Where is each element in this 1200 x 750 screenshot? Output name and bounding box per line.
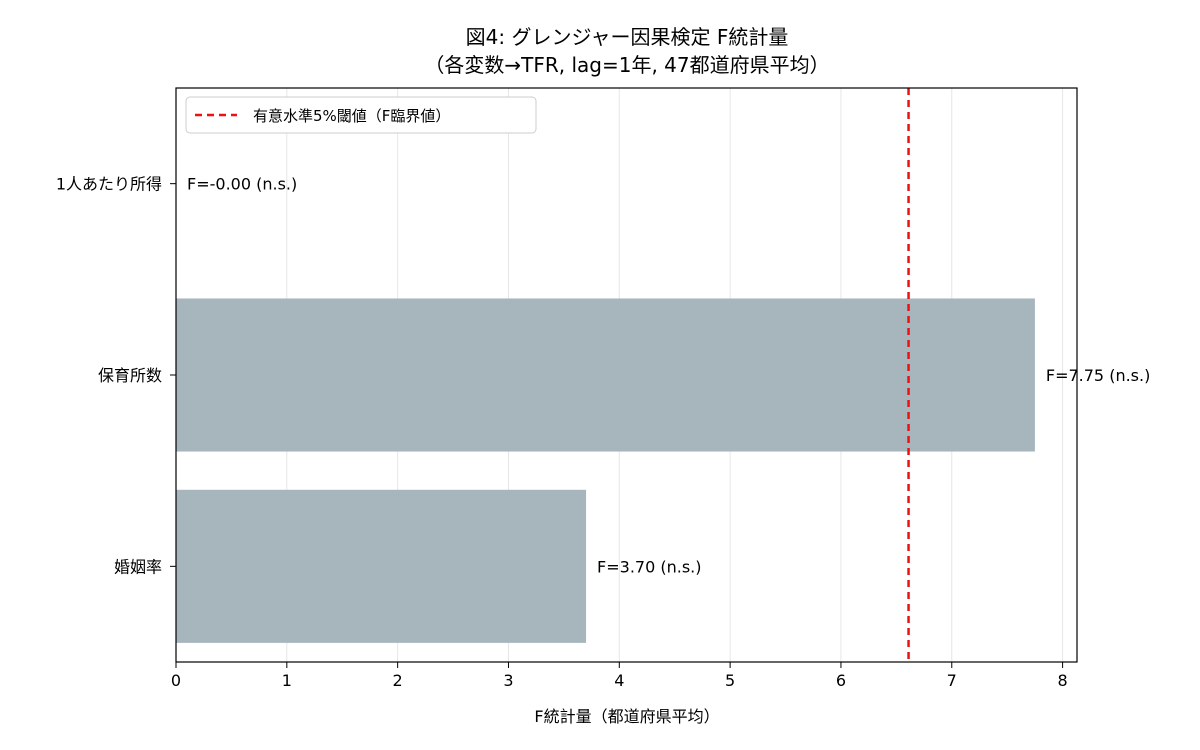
data-labels: F=-0.00 (n.s.) F=7.75 (n.s.) F=3.70 (n.s.) <box>187 175 1150 577</box>
y-tick-label: 保育所数 <box>98 366 162 385</box>
x-tick-label: 7 <box>947 671 957 690</box>
bar <box>176 298 1035 452</box>
x-axis-ticks: 0 1 2 3 4 5 6 7 8 <box>171 662 1068 690</box>
legend: 有意水準5%閾値（F臨界値） <box>185 96 537 134</box>
chart-subtitle: （各変数→TFR, lag=1年, 47都道府県平均） <box>424 53 829 77</box>
y-tick-label: 1人あたり所得 <box>56 175 162 194</box>
bars <box>176 298 1035 643</box>
data-label: F=-0.00 (n.s.) <box>187 175 297 194</box>
x-axis-label: F統計量（都道府県平均） <box>534 707 719 726</box>
x-tick-label: 0 <box>171 671 181 690</box>
x-tick-label: 6 <box>836 671 846 690</box>
legend-threshold-label: 有意水準5%閾値（F臨界値） <box>253 107 450 125</box>
bar <box>176 489 587 643</box>
x-tick-label: 1 <box>282 671 292 690</box>
x-tick-label: 8 <box>1057 671 1067 690</box>
x-tick-label: 5 <box>725 671 735 690</box>
data-label: F=7.75 (n.s.) <box>1046 366 1150 385</box>
data-label: F=3.70 (n.s.) <box>597 557 701 576</box>
chart-title: 図4: グレンジャー因果検定 F統計量 <box>466 25 789 49</box>
x-tick-label: 2 <box>393 671 403 690</box>
x-tick-label: 3 <box>503 671 513 690</box>
legend-box <box>185 96 537 134</box>
x-tick-label: 4 <box>614 671 624 690</box>
y-tick-label: 婚姻率 <box>114 557 162 576</box>
